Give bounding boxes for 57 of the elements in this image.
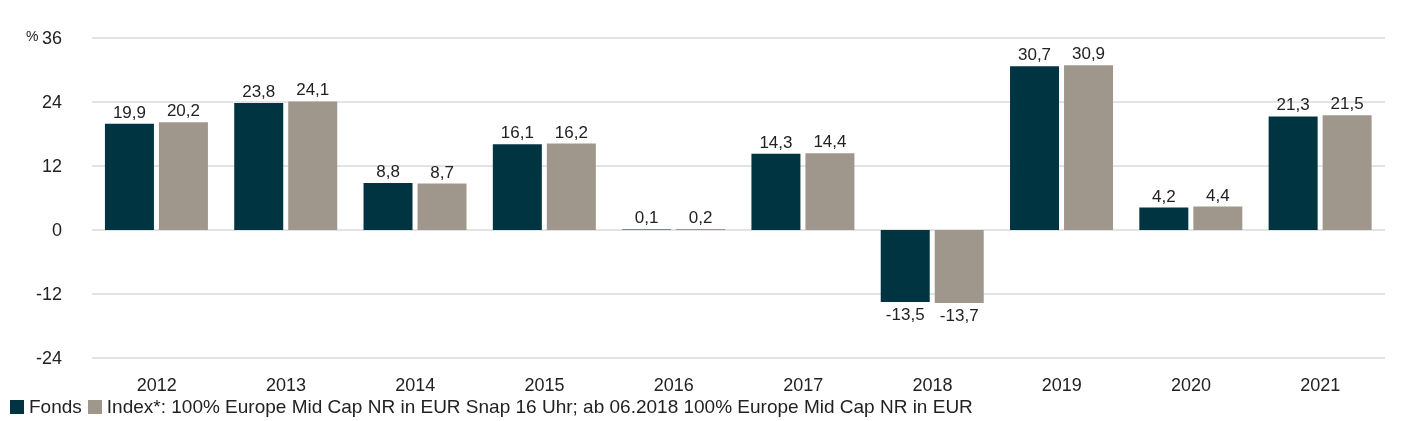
bar xyxy=(1268,116,1318,230)
data-label: -13,7 xyxy=(939,306,979,326)
y-tick-label: 36 xyxy=(41,28,62,49)
x-tick-label: 2021 xyxy=(1300,374,1341,395)
bar xyxy=(1064,65,1114,230)
bar xyxy=(1139,207,1189,230)
x-tick-label: 2016 xyxy=(653,374,694,395)
y-tick-label: 24 xyxy=(41,92,62,113)
bar xyxy=(288,101,338,230)
bar xyxy=(104,123,154,230)
bar xyxy=(1193,206,1243,230)
data-label: 8,7 xyxy=(430,162,454,182)
bar xyxy=(1010,66,1060,230)
x-tick-label: 2019 xyxy=(1041,374,1082,395)
data-label: 4,2 xyxy=(1152,186,1176,206)
data-label: 0,2 xyxy=(688,207,713,227)
legend-label: Index*: 100% Europe Mid Cap NR in EUR Snap 16 Uhr; ab 06.2018 100% Europe Mid Cap NR in EUR xyxy=(106,396,973,418)
bar xyxy=(751,153,801,230)
data-label: 21,3 xyxy=(1276,95,1310,115)
y-tick-label: -24 xyxy=(35,348,62,369)
bar xyxy=(492,144,542,230)
bar xyxy=(934,230,984,304)
bar xyxy=(363,183,413,230)
x-tick-label: 2015 xyxy=(524,374,565,395)
bar xyxy=(805,153,855,230)
bar xyxy=(417,183,467,230)
bar xyxy=(234,103,284,230)
y-tick-label: 0 xyxy=(51,220,62,241)
data-label: 14,3 xyxy=(759,132,793,152)
x-tick-label: 2018 xyxy=(912,374,953,395)
x-tick-label: 2012 xyxy=(136,374,177,395)
data-label: 8,8 xyxy=(376,162,400,182)
data-label: -13,5 xyxy=(885,305,925,324)
x-tick-label: 2017 xyxy=(783,374,824,395)
data-label: 20,2 xyxy=(166,101,200,121)
x-tick-label: 2013 xyxy=(265,374,306,395)
data-label: 14,4 xyxy=(813,132,847,152)
data-label: 0,1 xyxy=(634,208,659,228)
data-label: 16,1 xyxy=(500,123,534,143)
data-label: 30,9 xyxy=(1071,44,1106,64)
data-label: 30,7 xyxy=(1017,45,1052,65)
y-tick-label: -12 xyxy=(35,284,62,305)
x-tick-label: 2020 xyxy=(1171,374,1212,395)
data-label: 4,4 xyxy=(1206,185,1230,205)
data-label: 23,8 xyxy=(242,82,276,102)
data-label: 19,9 xyxy=(112,102,146,122)
data-label: 24,1 xyxy=(296,80,330,100)
bar xyxy=(546,143,596,230)
bar xyxy=(880,230,930,302)
data-label: 21,5 xyxy=(1330,94,1364,114)
x-tick-label: 2014 xyxy=(395,374,436,395)
y-tick-label: 12 xyxy=(41,156,62,177)
y-axis-title: % xyxy=(26,28,39,44)
bar xyxy=(1322,115,1372,230)
bar xyxy=(158,122,208,230)
data-label: 16,2 xyxy=(554,122,588,142)
legend-label: Fonds xyxy=(29,396,82,418)
